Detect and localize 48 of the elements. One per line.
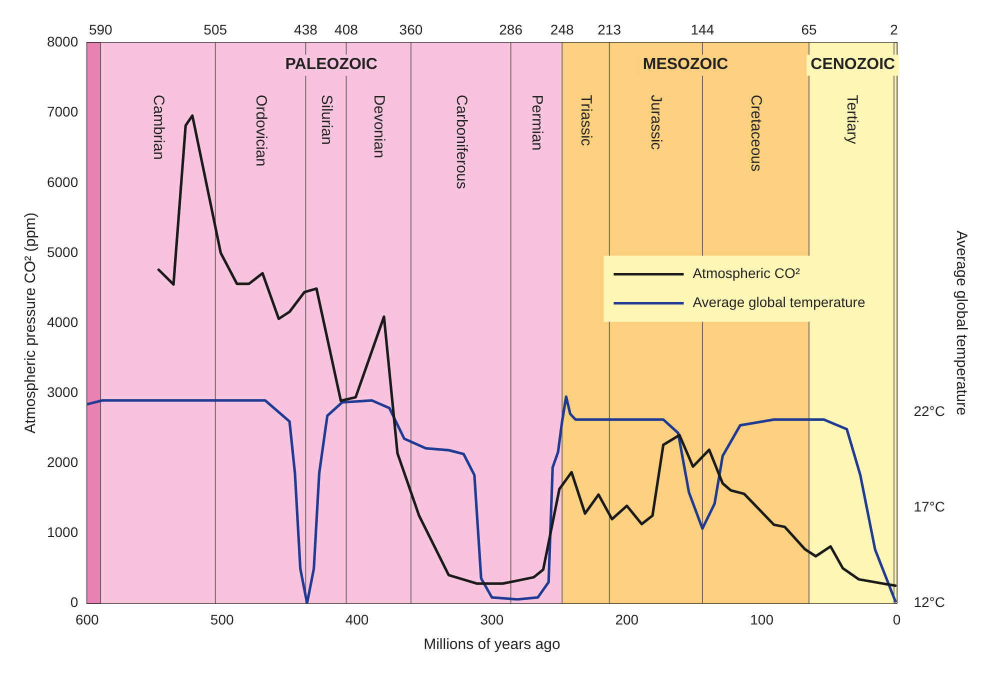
- band-label: Cretaceous: [748, 94, 765, 172]
- x-tick-label: 100: [750, 611, 774, 628]
- y-axis-title: Atmospheric pressure CO² (ppm): [22, 212, 40, 434]
- band-label: Jurassic: [648, 94, 665, 150]
- x2-tick-label: 590: [88, 21, 113, 38]
- y-tick-label: 5000: [46, 244, 78, 260]
- y-tick-label: 2000: [46, 454, 78, 470]
- x-tick-label: 400: [345, 611, 369, 628]
- band-label: MESOZOIC: [642, 56, 729, 74]
- y-tick-label: 8000: [46, 34, 78, 50]
- band-label: Silurian: [318, 94, 335, 145]
- y2-tick-label: 12°C: [914, 594, 945, 610]
- x-tick-label: 300: [480, 611, 504, 628]
- band-label: Cambrian: [150, 94, 167, 160]
- y-tick-label: 3000: [46, 384, 78, 400]
- x2-tick-label: 248: [550, 21, 574, 38]
- x2-tick-label: 2: [890, 21, 898, 38]
- x2-tick-label: 408: [334, 21, 358, 38]
- y2-tick-label: 22°C: [914, 402, 945, 419]
- x2-tick-label: 505: [204, 21, 228, 38]
- x-tick-label: 500: [210, 611, 234, 628]
- legend-label: Average global temperature: [692, 294, 866, 310]
- x2-tick-label: 286: [499, 21, 523, 38]
- x2-tick-label: 65: [801, 21, 818, 38]
- y-tick-label: 0: [70, 594, 78, 610]
- x2-tick-label: 213: [598, 21, 622, 38]
- y-tick-label: 6000: [46, 174, 78, 190]
- x2-tick-label: 438: [294, 21, 318, 38]
- band-label: CENOZOIC: [810, 56, 896, 74]
- y-tick-label: 1000: [46, 524, 78, 540]
- y2-axis-title: Average global temperature: [952, 230, 970, 416]
- x2-tick-label: 360: [399, 21, 423, 38]
- y-tick-label: 7000: [46, 104, 78, 120]
- x-tick-label: 600: [75, 611, 100, 628]
- band-label: Tertiary: [843, 94, 860, 144]
- x-tick-label: 200: [615, 611, 639, 628]
- band-label: PALEOZOIC: [285, 56, 378, 74]
- band-label: Triassic: [578, 94, 595, 146]
- band-label: Permian: [528, 94, 546, 151]
- band-label: Ordovician: [252, 94, 270, 167]
- x2-tick-label: 144: [690, 21, 714, 38]
- x-axis-title: Millions of years ago: [424, 636, 560, 654]
- band-label: Devonian: [370, 94, 388, 158]
- y2-tick-label: 17°C: [914, 498, 945, 514]
- band-label: Carboniferous: [452, 94, 470, 190]
- x-tick-label: 0: [892, 611, 901, 628]
- legend-label: Atmospheric CO²: [692, 265, 800, 282]
- y-tick-label: 4000: [46, 314, 78, 330]
